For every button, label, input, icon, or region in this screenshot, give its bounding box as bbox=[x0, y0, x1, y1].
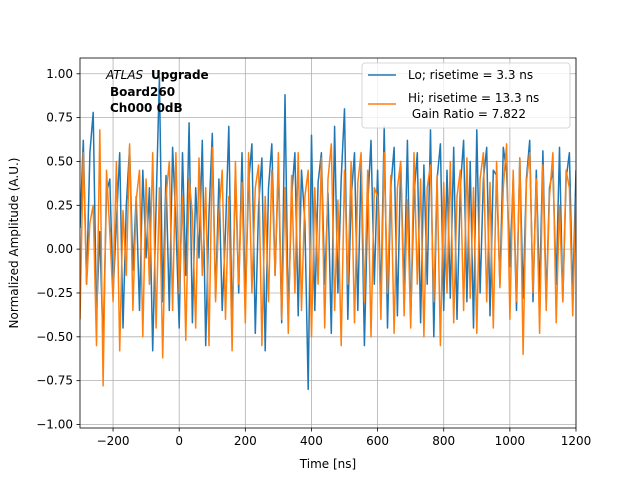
x-tick-label: 400 bbox=[300, 434, 323, 448]
annotation-experiment: ATLAS bbox=[105, 68, 144, 82]
y-tick-label: 0.50 bbox=[46, 154, 73, 168]
x-tick-label: 1000 bbox=[495, 434, 526, 448]
legend-box bbox=[361, 62, 571, 129]
y-tick-label: −0.25 bbox=[36, 286, 73, 300]
y-tick-label: −0.50 bbox=[36, 330, 73, 344]
x-tick-label: 1200 bbox=[561, 434, 592, 448]
legend: Lo; risetime = 3.3 ns Hi; risetime = 13.… bbox=[361, 62, 571, 129]
svg-text:ATLAS Upgrade: ATLAS Upgrade bbox=[105, 68, 209, 82]
y-tick-label: 0.25 bbox=[46, 198, 73, 212]
legend-gain-ratio: Gain Ratio = 7.822 bbox=[408, 107, 526, 121]
y-axis-label: Normalized Amplitude (A.U.) bbox=[7, 158, 21, 329]
annotation-channel: Ch000 0dB bbox=[110, 101, 183, 115]
x-tick-label: −200 bbox=[97, 434, 130, 448]
y-tick-label: −1.00 bbox=[36, 417, 73, 431]
annotation-upgrade: Upgrade bbox=[151, 68, 209, 82]
plot-layer bbox=[80, 76, 576, 391]
plot-frame bbox=[79, 57, 577, 429]
annotation-board: Board260 bbox=[110, 85, 175, 99]
x-tick-label: 800 bbox=[432, 434, 455, 448]
y-tick-label: 1.00 bbox=[46, 67, 73, 81]
atlas-annotation: ATLAS Upgrade Board260 Ch000 0dB bbox=[105, 68, 209, 115]
x-tick-label: 600 bbox=[366, 434, 389, 448]
y-tick-label: 0.75 bbox=[46, 111, 73, 125]
x-tick-label: 0 bbox=[175, 434, 183, 448]
series-hi-line bbox=[80, 129, 576, 387]
y-tick-label: 0.00 bbox=[46, 242, 73, 256]
legend-lo-label: Lo; risetime = 3.3 ns bbox=[408, 68, 533, 82]
x-axis-label: Time [ns] bbox=[299, 457, 356, 471]
tick-layer: −200 0 200 400 600 800 1000 1200 −1.00 −0.75 −0.50… bbox=[36, 67, 591, 448]
legend-hi-label: Hi; risetime = 13.3 ns bbox=[408, 91, 539, 105]
x-tick-label: 200 bbox=[234, 434, 257, 448]
y-tick-label: −0.75 bbox=[36, 374, 73, 388]
